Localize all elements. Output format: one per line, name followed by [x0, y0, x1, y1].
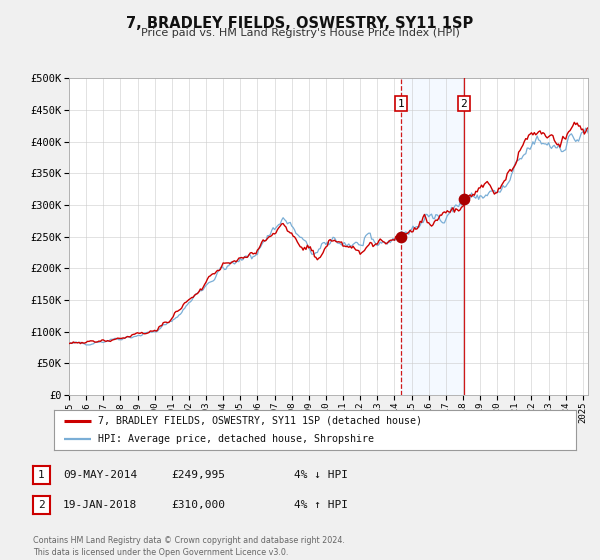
Text: 09-MAY-2014: 09-MAY-2014: [63, 470, 137, 480]
Text: 19-JAN-2018: 19-JAN-2018: [63, 500, 137, 510]
Bar: [401, 78, 464, 395]
Text: £310,000: £310,000: [171, 500, 225, 510]
Point: [396, 232, 406, 241]
Text: £249,995: £249,995: [171, 470, 225, 480]
Text: Contains HM Land Registry data © Crown copyright and database right 2024.
This d: Contains HM Land Registry data © Crown c…: [33, 536, 345, 557]
Text: 4% ↓ HPI: 4% ↓ HPI: [294, 470, 348, 480]
Text: 1: 1: [38, 470, 45, 480]
Text: HPI: Average price, detached house, Shropshire: HPI: Average price, detached house, Shro…: [98, 435, 374, 444]
Text: 7, BRADLEY FIELDS, OSWESTRY, SY11 1SP: 7, BRADLEY FIELDS, OSWESTRY, SY11 1SP: [127, 16, 473, 31]
Point: [459, 194, 469, 203]
Text: 4% ↑ HPI: 4% ↑ HPI: [294, 500, 348, 510]
Text: Price paid vs. HM Land Registry's House Price Index (HPI): Price paid vs. HM Land Registry's House …: [140, 28, 460, 38]
Text: 7, BRADLEY FIELDS, OSWESTRY, SY11 1SP (detached house): 7, BRADLEY FIELDS, OSWESTRY, SY11 1SP (d…: [98, 416, 422, 426]
Text: 2: 2: [38, 500, 45, 510]
Text: 2: 2: [460, 99, 467, 109]
Text: 1: 1: [397, 99, 404, 109]
